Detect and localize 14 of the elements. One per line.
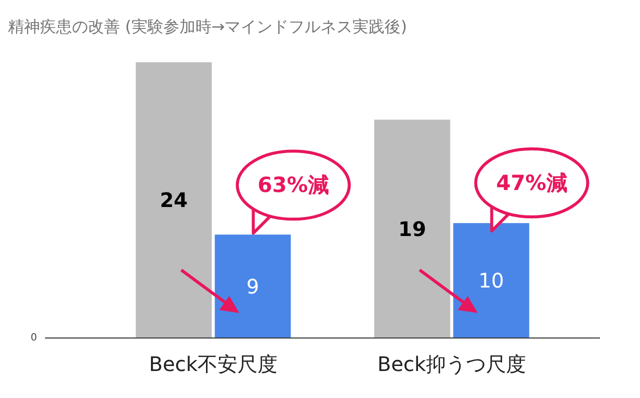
annotation: 63%減	[258, 173, 329, 198]
bar	[136, 62, 212, 338]
data-label: 9	[246, 274, 260, 298]
x-tick-label: Beck抑うつ尺度	[377, 352, 526, 376]
data-label: 24	[160, 188, 188, 212]
bar	[374, 120, 450, 338]
chart-title: 精神疾患の改善 (実験参加時→マインドフルネス実践後)	[8, 17, 407, 36]
bar	[453, 223, 530, 338]
text: 0	[30, 332, 37, 344]
data-label: 19	[398, 216, 426, 241]
annotation: 47%減	[496, 170, 568, 195]
x-tick-label: Beck不安尺度	[148, 352, 278, 376]
data-label: 10	[478, 268, 504, 293]
bar	[214, 234, 291, 338]
